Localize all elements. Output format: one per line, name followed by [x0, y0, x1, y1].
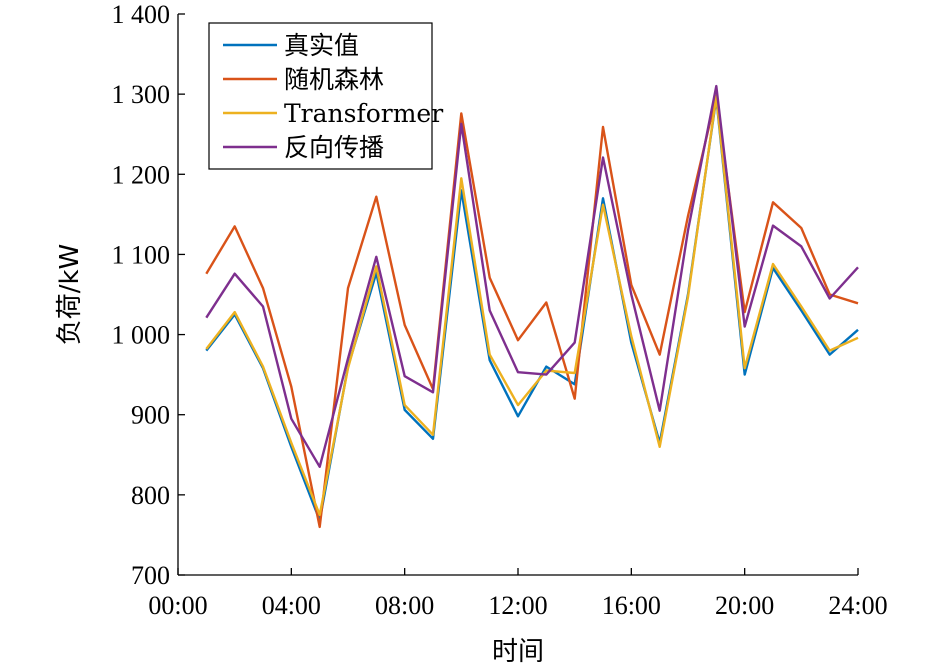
- y-axis-label: 负荷/kW: [55, 244, 85, 346]
- x-axis-label: 时间: [492, 637, 544, 667]
- y-tick-label: 1 400: [112, 0, 171, 29]
- y-tick-label: 1 300: [112, 80, 171, 109]
- x-tick-label: 24:00: [828, 591, 887, 620]
- x-tick-label: 16:00: [602, 591, 661, 620]
- ticks: 700 800 900 1 000 1 100 1 200 1 300 1 400 00:00 0…: [112, 0, 888, 620]
- y-tick-label: 1 100: [112, 240, 171, 269]
- legend-label: 反向传播: [284, 133, 384, 162]
- y-tick-label: 900: [131, 401, 170, 430]
- legend-label: Transformer: [284, 99, 443, 128]
- x-tick-label: 20:00: [715, 591, 774, 620]
- series-line-4: [205, 84, 859, 468]
- x-tick-label: 08:00: [375, 591, 434, 620]
- series-line-3: [205, 95, 859, 517]
- y-tick-label: 800: [131, 481, 170, 510]
- legend-box: [208, 22, 433, 170]
- legend-label: 真实值: [284, 31, 359, 60]
- x-tick-label: 00:00: [148, 591, 207, 620]
- legend-label: 随机森林: [284, 65, 384, 94]
- y-tick-label: 1 000: [112, 321, 171, 350]
- x-tick-label: 04:00: [262, 591, 321, 620]
- y-tick-label: 700: [131, 561, 170, 590]
- series-lines: [205, 84, 859, 529]
- y-tick-label: 1 200: [112, 160, 171, 189]
- x-tick-label: 12:00: [488, 591, 547, 620]
